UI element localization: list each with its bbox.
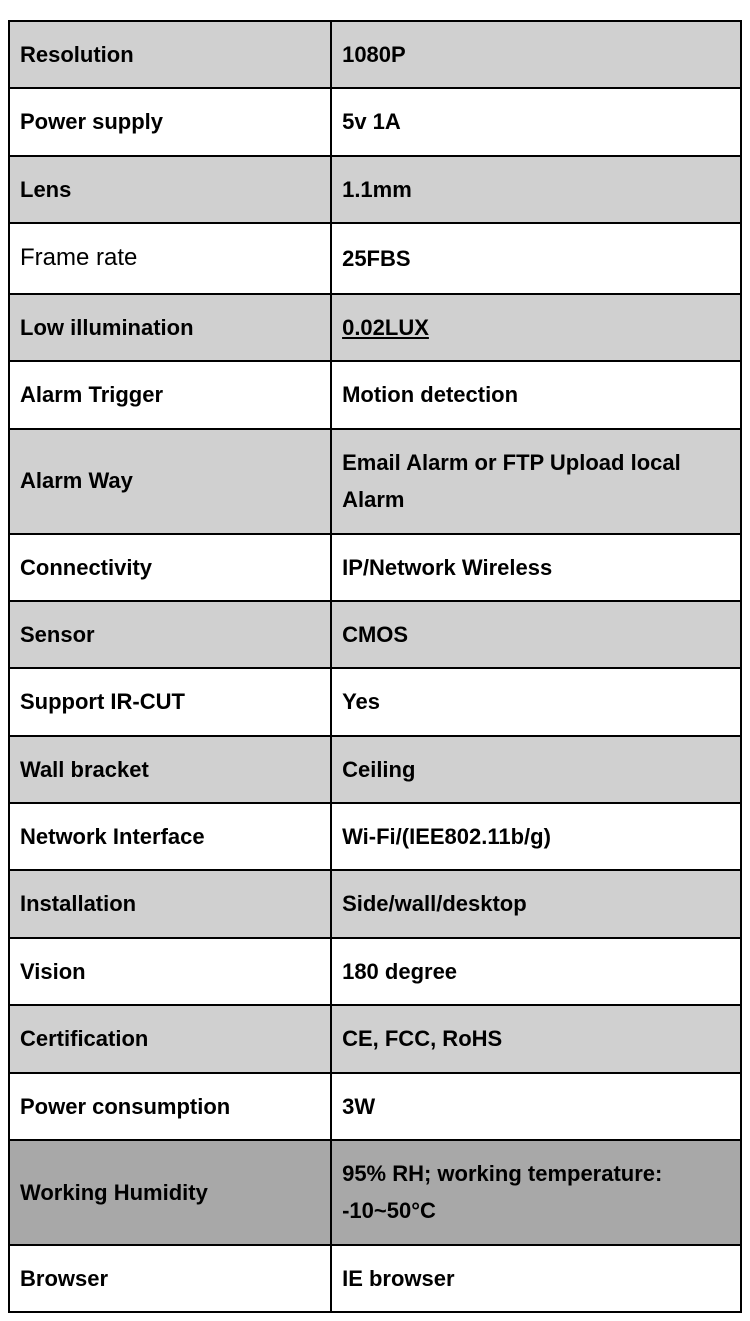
spec-value: 1.1mm [331, 156, 741, 223]
spec-value: CMOS [331, 601, 741, 668]
spec-value: 3W [331, 1073, 741, 1140]
spec-value: Motion detection [331, 361, 741, 428]
table-row: Power supply5v 1A [9, 88, 741, 155]
table-row: Frame rate25FBS [9, 223, 741, 294]
spec-value: Ceiling [331, 736, 741, 803]
table-row: Power consumption3W [9, 1073, 741, 1140]
spec-label: Wall bracket [9, 736, 331, 803]
table-row: SensorCMOS [9, 601, 741, 668]
spec-label: Certification [9, 1005, 331, 1072]
spec-value: 180 degree [331, 938, 741, 1005]
spec-table-body: Resolution1080PPower supply5v 1ALens1.1m… [9, 21, 741, 1312]
spec-label: Sensor [9, 601, 331, 668]
spec-label: Low illumination [9, 294, 331, 361]
table-row: BrowserIE browser [9, 1245, 741, 1312]
table-row: Low illumination 0.02LUX [9, 294, 741, 361]
table-row: Support IR-CUTYes [9, 668, 741, 735]
spec-value: 25FBS [331, 223, 741, 294]
table-row: Wall bracketCeiling [9, 736, 741, 803]
table-row: Vision180 degree [9, 938, 741, 1005]
table-row: Resolution1080P [9, 21, 741, 88]
spec-value-text: 0.02LUX [342, 315, 429, 340]
spec-value: 95% RH; working temperature: -10~50°C [331, 1140, 741, 1245]
spec-table: Resolution1080PPower supply5v 1ALens1.1m… [8, 20, 742, 1313]
table-row: Network InterfaceWi-Fi/(IEE802.11b/g) [9, 803, 741, 870]
spec-value: Email Alarm or FTP Upload local Alarm [331, 429, 741, 534]
spec-label: Resolution [9, 21, 331, 88]
spec-value: 5v 1A [331, 88, 741, 155]
table-row: Certification CE, FCC, RoHS [9, 1005, 741, 1072]
spec-label: Support IR-CUT [9, 668, 331, 735]
table-row: ConnectivityIP/Network Wireless [9, 534, 741, 601]
table-row: InstallationSide/wall/desktop [9, 870, 741, 937]
spec-value: 1080P [331, 21, 741, 88]
table-row: Alarm TriggerMotion detection [9, 361, 741, 428]
spec-label: Browser [9, 1245, 331, 1312]
spec-value: Yes [331, 668, 741, 735]
spec-label: Alarm Way [9, 429, 331, 534]
spec-label: Vision [9, 938, 331, 1005]
spec-value: 0.02LUX [331, 294, 741, 361]
spec-label: Power supply [9, 88, 331, 155]
spec-label: Installation [9, 870, 331, 937]
spec-value: IE browser [331, 1245, 741, 1312]
table-row: Lens1.1mm [9, 156, 741, 223]
spec-label: Power consumption [9, 1073, 331, 1140]
spec-value: Wi-Fi/(IEE802.11b/g) [331, 803, 741, 870]
table-row: Working Humidity95% RH; working temperat… [9, 1140, 741, 1245]
spec-value: IP/Network Wireless [331, 534, 741, 601]
spec-label: Lens [9, 156, 331, 223]
table-row: Alarm WayEmail Alarm or FTP Upload local… [9, 429, 741, 534]
spec-label: Working Humidity [9, 1140, 331, 1245]
spec-label: Alarm Trigger [9, 361, 331, 428]
spec-value: Side/wall/desktop [331, 870, 741, 937]
spec-label: Frame rate [9, 223, 331, 294]
spec-value: CE, FCC, RoHS [331, 1005, 741, 1072]
spec-label: Connectivity [9, 534, 331, 601]
spec-label: Network Interface [9, 803, 331, 870]
